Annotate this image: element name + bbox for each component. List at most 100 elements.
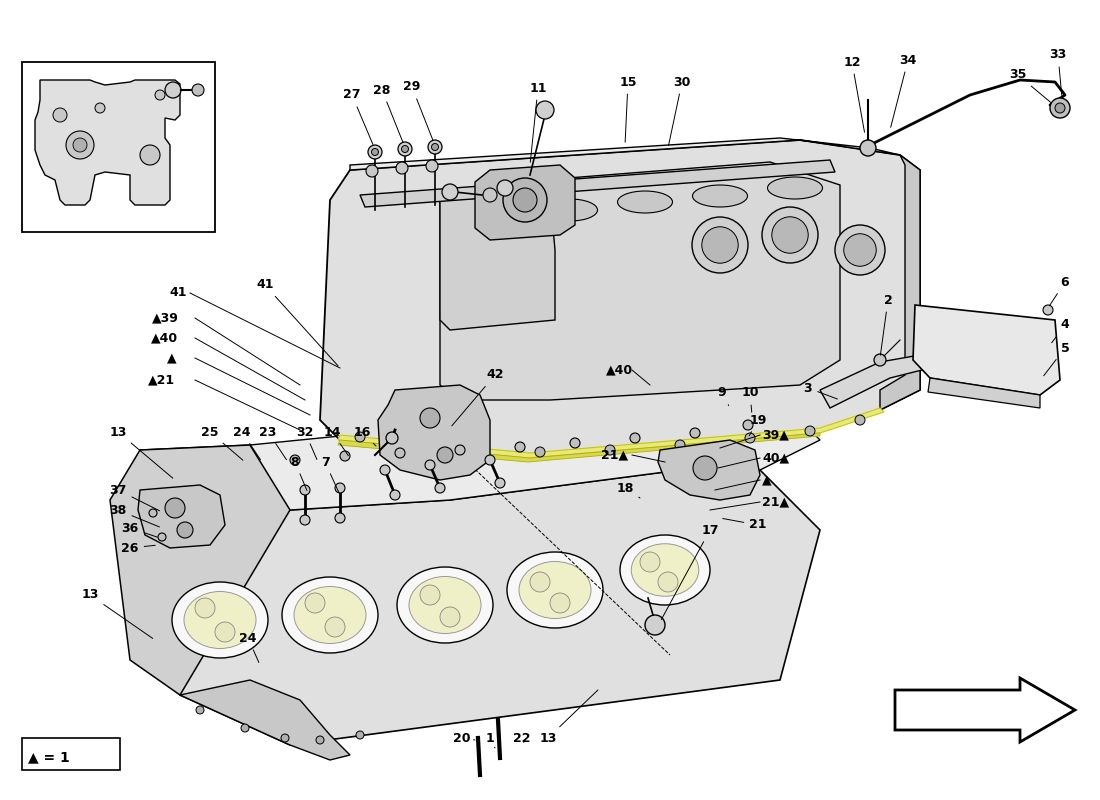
Text: 28: 28	[373, 83, 403, 142]
Ellipse shape	[620, 535, 710, 605]
Text: 41: 41	[256, 278, 338, 366]
Circle shape	[1055, 103, 1065, 113]
Circle shape	[386, 432, 398, 444]
Circle shape	[437, 447, 453, 463]
Circle shape	[855, 415, 865, 425]
Ellipse shape	[473, 207, 528, 229]
Circle shape	[1043, 305, 1053, 315]
Circle shape	[630, 433, 640, 443]
Polygon shape	[928, 378, 1040, 408]
Text: 41: 41	[169, 286, 187, 299]
Polygon shape	[658, 440, 760, 500]
Polygon shape	[138, 485, 226, 548]
Circle shape	[692, 217, 748, 273]
Ellipse shape	[631, 544, 698, 596]
Text: ▲39: ▲39	[152, 311, 178, 325]
Polygon shape	[440, 162, 840, 400]
Circle shape	[503, 178, 547, 222]
Circle shape	[645, 615, 665, 635]
Text: 38: 38	[109, 503, 160, 527]
Text: 19: 19	[749, 414, 767, 435]
Circle shape	[155, 90, 165, 100]
Circle shape	[316, 736, 324, 744]
Circle shape	[195, 598, 214, 618]
Polygon shape	[180, 680, 350, 760]
Circle shape	[368, 145, 382, 159]
Circle shape	[570, 438, 580, 448]
Text: 40▲: 40▲	[762, 451, 789, 465]
Circle shape	[485, 455, 495, 465]
Text: 11: 11	[529, 82, 547, 162]
Text: 9: 9	[717, 386, 728, 406]
Circle shape	[455, 445, 465, 455]
Text: 25: 25	[201, 426, 243, 460]
Text: 8: 8	[290, 455, 307, 490]
Circle shape	[497, 180, 513, 196]
Circle shape	[550, 593, 570, 613]
Text: 17: 17	[661, 523, 718, 619]
Text: 39▲: 39▲	[762, 429, 789, 442]
Circle shape	[396, 162, 408, 174]
Text: 2: 2	[880, 294, 892, 355]
Ellipse shape	[693, 185, 748, 207]
Text: 32: 32	[296, 426, 317, 459]
Text: ▲: ▲	[762, 474, 771, 486]
Text: 21▲: 21▲	[762, 495, 789, 509]
Circle shape	[158, 533, 166, 541]
Text: 12: 12	[844, 55, 865, 132]
Polygon shape	[820, 355, 930, 408]
Polygon shape	[35, 80, 180, 205]
Circle shape	[398, 142, 412, 156]
Circle shape	[693, 456, 717, 480]
Circle shape	[280, 734, 289, 742]
Text: ▲40: ▲40	[152, 331, 178, 345]
Circle shape	[874, 354, 886, 366]
FancyBboxPatch shape	[22, 62, 215, 232]
Polygon shape	[440, 195, 556, 330]
Circle shape	[148, 509, 157, 517]
Ellipse shape	[617, 191, 672, 213]
Circle shape	[165, 498, 185, 518]
Circle shape	[428, 140, 442, 154]
Circle shape	[860, 140, 876, 156]
Text: 13: 13	[539, 690, 598, 745]
Ellipse shape	[507, 552, 603, 628]
Polygon shape	[338, 408, 884, 458]
Text: 24: 24	[233, 426, 261, 460]
Ellipse shape	[397, 567, 493, 643]
Polygon shape	[110, 445, 290, 695]
Text: 31: 31	[146, 117, 168, 138]
Circle shape	[465, 443, 475, 453]
Text: 36: 36	[121, 522, 157, 537]
Text: 23: 23	[260, 426, 286, 460]
Text: 13: 13	[109, 426, 173, 478]
Text: 35: 35	[1010, 69, 1053, 104]
Polygon shape	[360, 160, 835, 207]
Circle shape	[177, 522, 192, 538]
Circle shape	[395, 448, 405, 458]
Circle shape	[196, 706, 204, 714]
Text: 26: 26	[121, 542, 155, 554]
Text: 16: 16	[353, 426, 376, 446]
Circle shape	[192, 84, 204, 96]
Text: 15: 15	[619, 75, 637, 142]
Text: 24: 24	[240, 631, 258, 662]
Polygon shape	[895, 678, 1075, 742]
Circle shape	[402, 146, 408, 153]
Circle shape	[495, 478, 505, 488]
Circle shape	[530, 572, 550, 592]
Text: 20: 20	[453, 731, 475, 745]
Circle shape	[379, 465, 390, 475]
Circle shape	[214, 622, 235, 642]
Polygon shape	[140, 450, 820, 745]
Circle shape	[675, 440, 685, 450]
Circle shape	[390, 490, 400, 500]
Text: 4: 4	[1052, 318, 1069, 342]
Text: 42: 42	[452, 369, 504, 426]
Ellipse shape	[294, 586, 366, 643]
Circle shape	[66, 131, 94, 159]
Circle shape	[300, 485, 310, 495]
Circle shape	[536, 101, 554, 119]
Text: 10: 10	[741, 386, 759, 412]
Text: 33: 33	[1049, 49, 1067, 95]
